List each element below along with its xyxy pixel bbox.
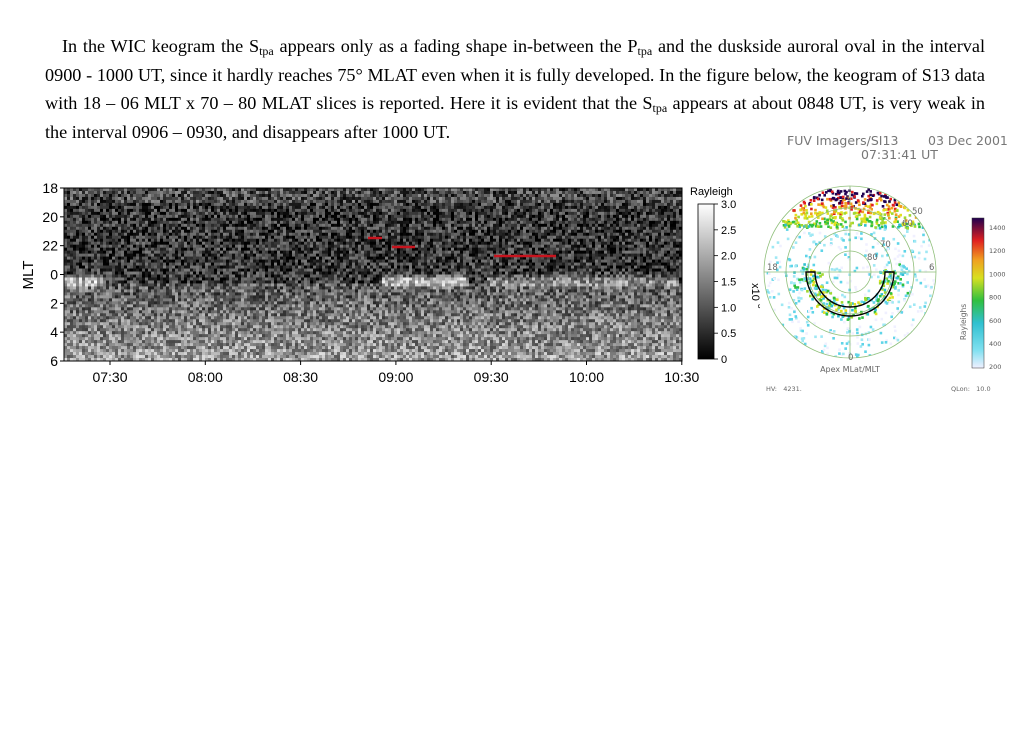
keogram-xtick-label: 10:30 — [664, 369, 699, 385]
polar-colorbar-tick-label: 1200 — [989, 247, 1006, 255]
polar-colorbar-ticks: 1400 1200 1000 800 600 400 200 — [989, 224, 1006, 371]
keogram-xtick-label: 07:30 — [92, 369, 127, 385]
para-text-1: In the WIC keogram the S — [62, 36, 260, 56]
polar-colorbar-tick-label: 800 — [989, 294, 1001, 302]
para-text-2: appears only as a fading shape in-betwee… — [273, 36, 638, 56]
polar-colorbar — [971, 217, 985, 369]
keogram-xtick-label: 09:30 — [474, 369, 509, 385]
keogram-ytick-label: 4 — [50, 324, 58, 340]
polar-colorbar-label: Rayleighs — [959, 304, 968, 340]
keogram-colorbar-tick-label: 0 — [721, 354, 727, 366]
polar-sector-outline — [805, 271, 895, 317]
polar-header-time: 07:31:41 UT — [861, 147, 938, 162]
keogram-plot-area — [63, 187, 683, 362]
polar-header-date: 03 Dec 2001 — [928, 133, 1008, 148]
keogram-ytick-label: 22 — [42, 238, 58, 254]
keogram-xticks: 07:30 08:00 08:30 09:00 09:30 10:00 10:30 — [92, 361, 700, 385]
keogram-ytick-label: 20 — [42, 209, 58, 225]
subscript-tpa-1: tpa — [259, 44, 274, 58]
keogram-colorbar-tick-label: 2.5 — [721, 225, 736, 237]
keogram-colorbar-tick-label: 1.0 — [721, 302, 736, 314]
polar-mlt-label: 6 — [929, 263, 934, 273]
polar-mlt-label: 0 — [848, 353, 853, 363]
polar-mlt-label: 18 — [767, 263, 778, 273]
body-paragraph: In the WIC keogram the Stpa appears only… — [45, 32, 985, 146]
para-text-4: appears at about 0848 UT, is very weak i… — [45, 93, 985, 142]
para-text-3: and the duskside auroral oval in the int… — [45, 36, 985, 114]
keogram-colorbar-tick-label: 1.5 — [721, 277, 736, 289]
polar-lat-label: 60 — [902, 219, 913, 229]
polar-footer-qlon: QLon: 10.0 — [951, 385, 991, 393]
polar-colorbar-tick-label: 1400 — [989, 224, 1006, 232]
polar-lat-label: 70 — [880, 240, 891, 250]
keogram-xtick-label: 08:00 — [188, 369, 223, 385]
keogram-colorbar-ticks: 3.0 2.5 2.0 1.5 1.0 0.5 0 — [714, 199, 736, 366]
keogram-ytick-label: 18 — [42, 180, 58, 196]
keogram-multiplier-text: x10 — [749, 283, 760, 301]
polar-lat-label: 50 — [912, 207, 923, 217]
keogram-colorbar-multiplier: x10 3 — [749, 283, 760, 309]
keogram-xtick-label: 09:00 — [378, 369, 413, 385]
keogram-xtick-label: 08:30 — [283, 369, 318, 385]
keogram-ylabel: MLT — [20, 261, 37, 290]
keogram-yticks: 18 20 22 0 2 4 6 — [42, 180, 64, 369]
keogram-colorbar-tick-label: 0.5 — [721, 328, 736, 340]
polar-lat-label: 80 — [867, 253, 878, 263]
keogram-red-marks — [368, 236, 556, 258]
polar-header-title: FUV Imagers/SI13 — [787, 133, 899, 148]
keogram-ytick-label: 2 — [50, 295, 58, 311]
keogram-ytick-label: 6 — [50, 353, 58, 369]
keogram-colorbar-title: Rayleigh — [690, 186, 733, 198]
keogram-colorbar-tick-label: 3.0 — [721, 199, 736, 211]
keogram-multiplier-exponent: 3 — [756, 304, 760, 309]
polar-mlt-labels: 18 60 — [767, 263, 934, 363]
keogram-ytick-label: 0 — [50, 267, 58, 283]
keogram-figure: MLT 18 20 22 0 2 4 6 07:30 08:00 08:30 09:00 09:30… — [20, 180, 760, 385]
polar-colorbar-tick-label: 600 — [989, 317, 1001, 325]
polar-footer-hv: HV: 4231. — [766, 385, 802, 393]
polar-colorbar-tick-label: 400 — [989, 340, 1001, 348]
subscript-tpa-2: tpa — [637, 44, 653, 58]
subscript-tpa-3: tpa — [652, 101, 668, 116]
polar-axis-caption: Apex MLat/MLT — [820, 365, 880, 374]
polar-colorbar-tick-label: 1000 — [989, 270, 1006, 278]
keogram-colorbar — [697, 203, 715, 360]
keogram-colorbar-tick-label: 2.0 — [721, 251, 736, 263]
keogram-xtick-label: 10:00 — [569, 369, 604, 385]
polar-colorbar-tick-label: 200 — [989, 363, 1001, 371]
